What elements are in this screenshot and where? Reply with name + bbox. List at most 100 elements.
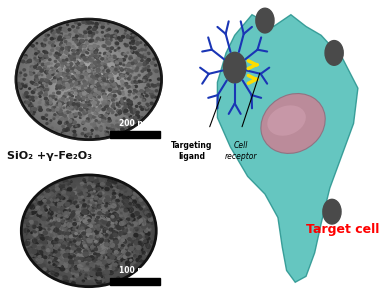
Circle shape [75, 240, 78, 243]
Circle shape [84, 74, 87, 76]
Circle shape [51, 211, 53, 213]
Circle shape [96, 55, 98, 57]
Circle shape [33, 245, 36, 247]
Circle shape [88, 231, 92, 235]
Circle shape [77, 232, 81, 236]
Circle shape [97, 222, 101, 225]
Circle shape [37, 188, 141, 274]
Circle shape [80, 56, 83, 59]
Circle shape [59, 27, 62, 30]
Circle shape [41, 82, 45, 85]
Circle shape [103, 228, 108, 231]
Circle shape [93, 101, 96, 104]
Circle shape [58, 205, 60, 207]
Circle shape [106, 268, 109, 271]
Circle shape [104, 98, 107, 101]
Circle shape [78, 75, 80, 77]
Circle shape [107, 225, 110, 227]
Circle shape [32, 250, 37, 253]
Circle shape [81, 85, 85, 88]
Circle shape [81, 81, 84, 83]
Circle shape [110, 69, 113, 72]
Circle shape [110, 68, 113, 71]
Circle shape [92, 86, 95, 88]
Circle shape [56, 221, 59, 223]
Circle shape [85, 221, 88, 224]
Circle shape [42, 231, 46, 234]
Circle shape [104, 221, 107, 224]
Circle shape [25, 215, 28, 217]
Circle shape [86, 59, 89, 61]
Circle shape [115, 257, 119, 260]
Circle shape [65, 64, 67, 65]
Circle shape [120, 69, 124, 71]
Circle shape [85, 228, 89, 231]
Circle shape [144, 62, 146, 64]
Circle shape [91, 211, 95, 215]
Circle shape [88, 188, 92, 191]
Circle shape [75, 205, 80, 208]
Circle shape [81, 68, 83, 70]
Circle shape [114, 214, 119, 217]
Circle shape [123, 118, 125, 120]
Circle shape [54, 106, 56, 108]
Circle shape [91, 116, 92, 118]
Circle shape [122, 117, 124, 119]
Circle shape [91, 210, 96, 214]
Circle shape [46, 88, 49, 91]
Circle shape [76, 27, 79, 29]
Circle shape [85, 76, 92, 82]
Circle shape [80, 258, 84, 261]
Circle shape [111, 59, 114, 61]
Circle shape [50, 47, 128, 111]
Circle shape [66, 36, 68, 38]
Circle shape [41, 228, 46, 232]
Circle shape [93, 82, 95, 84]
Circle shape [99, 268, 102, 270]
Circle shape [103, 66, 106, 69]
Circle shape [86, 87, 87, 88]
Circle shape [115, 272, 116, 273]
Circle shape [89, 235, 93, 238]
Circle shape [75, 69, 77, 71]
Circle shape [98, 246, 102, 250]
Circle shape [24, 26, 153, 133]
Circle shape [76, 83, 78, 85]
Circle shape [67, 223, 72, 227]
Circle shape [129, 188, 132, 192]
Circle shape [136, 246, 141, 250]
Circle shape [107, 231, 108, 233]
Circle shape [77, 245, 81, 248]
Circle shape [102, 76, 104, 78]
Circle shape [105, 98, 106, 100]
Circle shape [95, 227, 98, 230]
Circle shape [71, 278, 72, 280]
Circle shape [144, 91, 147, 94]
Circle shape [81, 74, 96, 85]
Circle shape [91, 84, 93, 86]
Circle shape [81, 234, 84, 236]
Circle shape [97, 209, 101, 213]
Circle shape [115, 64, 118, 66]
Circle shape [129, 205, 132, 208]
Circle shape [67, 238, 71, 240]
Circle shape [132, 196, 135, 199]
Circle shape [90, 276, 95, 280]
Circle shape [223, 52, 246, 83]
Circle shape [100, 280, 105, 284]
Circle shape [88, 74, 92, 76]
Circle shape [132, 42, 134, 44]
Circle shape [83, 203, 86, 206]
Circle shape [59, 250, 61, 251]
Circle shape [89, 83, 91, 85]
Circle shape [52, 93, 54, 94]
Circle shape [115, 42, 118, 44]
Circle shape [49, 81, 52, 84]
Circle shape [88, 223, 90, 225]
Circle shape [36, 206, 40, 209]
Circle shape [30, 230, 32, 232]
Circle shape [82, 79, 85, 81]
Circle shape [80, 41, 81, 42]
Circle shape [100, 183, 104, 186]
Circle shape [95, 76, 98, 78]
